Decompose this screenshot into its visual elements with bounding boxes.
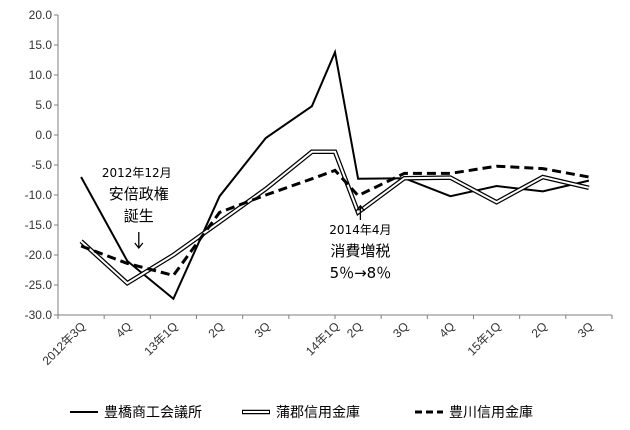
annotation-arrowhead-up	[355, 204, 365, 212]
annotation-event: 誕生	[124, 207, 154, 225]
series-line-kamagori-inner	[80, 150, 590, 285]
y-tick-label: 20.0	[29, 8, 53, 22]
series-line-toyohashi	[80, 48, 590, 301]
legend: 豊橋商工会議所 蒲郡信用金庫 豊川信用金庫	[70, 404, 533, 421]
series-line-toyokawa	[80, 164, 590, 278]
y-tick-label: 15.0	[29, 38, 53, 52]
y-tick-label: -5.0	[31, 158, 52, 172]
y-tick-label: 0.0	[35, 128, 52, 142]
annotation-arrowhead-down	[134, 242, 144, 250]
y-tick-label: 10.0	[29, 68, 53, 82]
y-tick-label: -30.0	[25, 308, 53, 322]
y-tick-label: -10.0	[25, 188, 53, 202]
annotation-event: 消費増税	[330, 242, 390, 260]
legend-label: 豊橋商工会議所	[104, 404, 202, 421]
y-axis: 20.0 15.0 10.0 5.0 0.0 -5.0 -10.0 -15.0 -20.0 -25…	[25, 8, 59, 322]
annotation-date: 2014年4月	[329, 223, 391, 237]
annotation-event: 安倍政権	[109, 185, 169, 203]
legend-label: 蒲郡信用金庫	[276, 404, 360, 421]
annotation-date: 2012年12月	[102, 166, 172, 180]
y-tick-label: -20.0	[25, 248, 53, 262]
annotation-event: 5％→8％	[330, 264, 392, 282]
y-tick-label: 5.0	[35, 98, 52, 112]
y-tick-label: -25.0	[25, 278, 53, 292]
legend-label: 豊川信用金庫	[449, 404, 533, 421]
series-lines	[79, 48, 590, 301]
y-tick-label: -15.0	[25, 218, 53, 232]
